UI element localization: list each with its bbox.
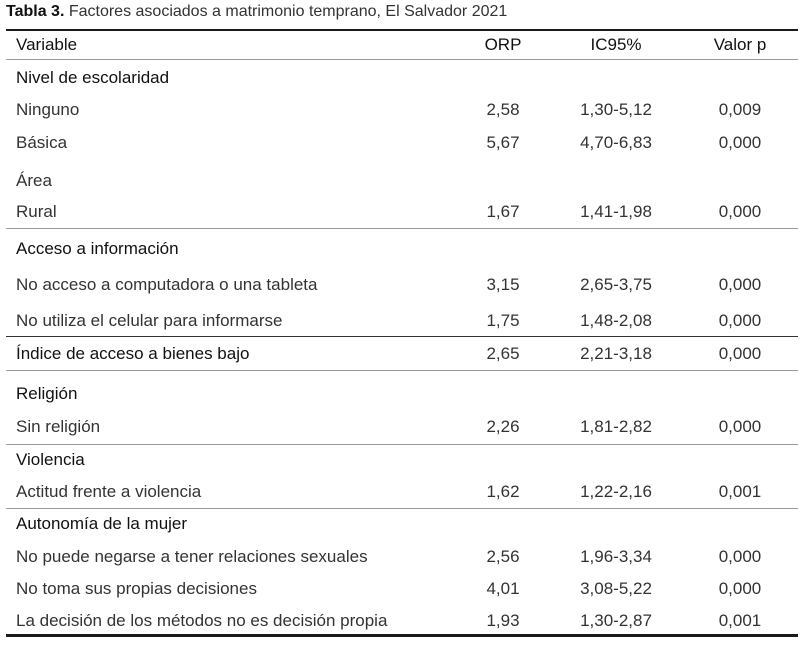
row-ic95: 2,21-3,18 [580,344,652,363]
row-orp: 1,75 [486,311,520,330]
table-row: Básica 5,67 4,70-6,83 0,000 [6,130,798,156]
section-nivel-escolaridad: Nivel de escolaridad [6,65,798,91]
row-p: 0,000 [718,417,762,436]
table-row: Actitud frente a violencia 1,62 1,22-2,1… [6,479,798,505]
row-variable: No acceso a computadora o una tableta [16,275,318,294]
row-variable: Área [16,171,52,190]
subsection-area: Área [6,168,798,194]
row-variable: Índice de acceso a bienes bajo [16,344,250,363]
row-p: 0,000 [718,547,762,566]
row-variable: No puede negarse a tener relaciones sexu… [16,547,368,566]
row-orp: 1,93 [486,611,520,630]
row-orp: 2,65 [486,344,520,363]
row-orp: 2,58 [486,100,520,119]
row-ic95: 4,70-6,83 [580,133,652,152]
row-p: 0,000 [718,133,762,152]
row-ic95: 1,48-2,08 [580,311,652,330]
row-p: 0,000 [718,344,762,363]
row-p: 0,000 [718,311,762,330]
row-ic95: 1,30-2,87 [580,611,652,630]
header-orp: ORP [484,35,522,54]
table-row: Rural 1,67 1,41-1,98 0,000 [6,199,798,225]
table-row: No utiliza el celular para informarse 1,… [6,308,798,334]
divider-autonomia [6,508,798,509]
table-row: Índice de acceso a bienes bajo 2,65 2,21… [6,341,798,367]
header-valor-p: Valor p [713,35,767,54]
row-p: 0,001 [718,482,762,501]
row-variable: Sin religión [16,417,101,436]
row-variable: Actitud frente a violencia [16,482,202,501]
row-ic95: 1,41-1,98 [580,202,652,221]
table-row: No puede negarse a tener relaciones sexu… [6,544,798,570]
row-variable: Violencia [16,450,85,469]
row-variable: Autonomía de la mujer [16,514,188,533]
table-row: No acceso a computadora o una tableta 3,… [6,272,798,298]
table-row: Ninguno 2,58 1,30-5,12 0,009 [6,97,798,123]
divider-bienes [6,336,798,337]
table-row: No toma sus propias decisiones 4,01 3,08… [6,576,798,602]
row-variable: Acceso a información [16,239,179,258]
row-ic95: 1,96-3,34 [580,547,652,566]
row-p: 0,001 [718,611,762,630]
table-caption: Tabla 3. Factores asociados a matrimonio… [6,2,507,22]
row-orp: 3,15 [486,275,520,294]
bottom-rule [6,634,798,637]
row-variable: No utiliza el celular para informarse [16,311,283,330]
row-orp: 4,01 [486,579,520,598]
header-ic95: IC95% [590,35,642,54]
header-variable: Variable [16,35,78,54]
row-variable: Ninguno [16,100,80,119]
row-orp: 2,56 [486,547,520,566]
row-variable: Básica [16,133,68,152]
divider-religion [6,370,798,371]
row-ic95: 1,30-5,12 [580,100,652,119]
row-ic95: 1,81-2,82 [580,417,652,436]
row-variable: No toma sus propias decisiones [16,579,257,598]
section-autonomia-mujer: Autonomía de la mujer [6,511,798,537]
divider-violencia [6,444,798,445]
row-ic95: 1,22-2,16 [580,482,652,501]
row-p: 0,000 [718,202,762,221]
row-variable: Nivel de escolaridad [16,68,170,87]
top-rule [6,29,798,31]
row-p: 0,000 [718,579,762,598]
row-ic95: 2,65-3,75 [580,275,652,294]
caption-text: Factores asociados a matrimonio temprano… [64,3,508,20]
row-p: 0,000 [718,275,762,294]
caption-label: Tabla 3. [6,3,65,20]
row-orp: 1,67 [486,202,520,221]
table-row: Sin religión 2,26 1,81-2,82 0,000 [6,414,798,440]
row-orp: 5,67 [486,133,520,152]
row-ic95: 3,08-5,22 [580,579,652,598]
row-orp: 1,62 [486,482,520,501]
row-variable: La decisión de los métodos no es decisió… [16,611,388,630]
row-p: 0,009 [718,100,762,119]
row-orp: 2,26 [486,417,520,436]
section-religion: Religión [6,381,798,407]
row-variable: Rural [16,202,57,221]
row-variable: Religión [16,384,78,403]
section-violencia: Violencia [6,447,798,473]
divider-area [6,228,798,229]
section-acceso-informacion: Acceso a información [6,236,798,262]
table-row: La decisión de los métodos no es decisió… [6,608,798,634]
table-header: Variable ORP IC95% Valor p [6,32,798,58]
header-rule [6,59,798,60]
